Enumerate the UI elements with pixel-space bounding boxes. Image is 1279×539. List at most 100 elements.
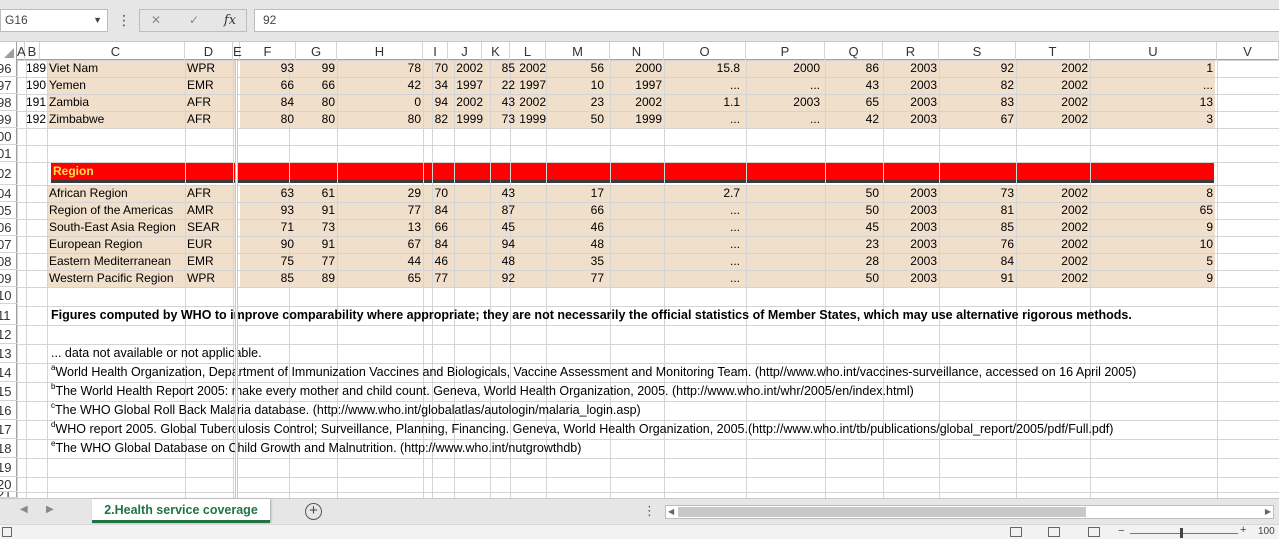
region-cell[interactable]: Region of the Americas: [49, 203, 174, 217]
column-header-h[interactable]: H: [337, 42, 423, 60]
region-cell[interactable]: 65: [407, 271, 421, 285]
country-cell[interactable]: 1999: [456, 112, 483, 126]
column-header-v[interactable]: V: [1217, 42, 1279, 60]
country-cell[interactable]: 1997: [635, 78, 662, 92]
region-cell[interactable]: 76: [1000, 237, 1014, 251]
region-cell[interactable]: 48: [501, 254, 515, 268]
region-cell[interactable]: ...: [729, 203, 740, 217]
region-cell[interactable]: 2002: [1061, 271, 1088, 285]
column-header-m[interactable]: M: [546, 42, 610, 60]
country-cell[interactable]: EMR: [187, 78, 214, 92]
country-cell[interactable]: 80: [407, 112, 421, 126]
row-header-21[interactable]: 21: [0, 492, 17, 498]
country-cell[interactable]: 66: [321, 78, 335, 92]
region-cell[interactable]: 9: [1206, 220, 1213, 234]
country-cell[interactable]: 0: [414, 95, 421, 109]
region-cell[interactable]: 43: [501, 186, 515, 200]
region-cell[interactable]: 17: [590, 186, 604, 200]
region-cell[interactable]: 90: [280, 237, 294, 251]
region-cell[interactable]: 85: [280, 271, 294, 285]
country-cell[interactable]: 13: [1199, 95, 1213, 109]
row-header-07[interactable]: 07: [0, 236, 17, 253]
tab-next-icon[interactable]: ▶: [46, 504, 54, 515]
region-cell[interactable]: 91: [321, 237, 335, 251]
region-cell[interactable]: 29: [407, 186, 421, 200]
country-cell[interactable]: 1997: [456, 78, 483, 92]
region-cell[interactable]: 10: [1199, 237, 1213, 251]
region-cell[interactable]: 45: [501, 220, 515, 234]
country-cell[interactable]: 84: [280, 95, 294, 109]
note-comparability[interactable]: Figures computed by WHO to improve compa…: [51, 306, 1132, 325]
scroll-right-icon[interactable]: ▶: [1264, 507, 1271, 516]
country-cell[interactable]: 94: [434, 95, 448, 109]
region-cell[interactable]: 48: [590, 237, 604, 251]
country-cell[interactable]: 1.1: [723, 95, 740, 109]
country-cell[interactable]: 2003: [793, 95, 820, 109]
country-cell[interactable]: 99: [321, 61, 335, 75]
country-cell[interactable]: 2002: [456, 61, 483, 75]
zoom-slider-knob[interactable]: [1180, 528, 1183, 538]
name-box[interactable]: G16 ▼: [0, 9, 108, 32]
more-options-icon[interactable]: ⋮: [117, 12, 131, 28]
insert-function-icon[interactable]: fx: [223, 13, 237, 28]
country-cell[interactable]: 2002: [635, 95, 662, 109]
row-header-98[interactable]: 98: [0, 94, 17, 111]
region-cell[interactable]: 77: [590, 271, 604, 285]
column-header-c[interactable]: C: [47, 42, 185, 60]
region-cell[interactable]: WPR: [187, 271, 215, 285]
row-header-06[interactable]: 06: [0, 219, 17, 236]
country-cell[interactable]: 1: [1206, 61, 1213, 75]
region-cell[interactable]: 70: [434, 186, 448, 200]
region-cell[interactable]: 75: [280, 254, 294, 268]
region-cell[interactable]: 13: [407, 220, 421, 234]
row-header-10[interactable]: 10: [0, 287, 17, 304]
region-cell[interactable]: 91: [321, 203, 335, 217]
cells-area[interactable]: Region 189 Viet Nam WPR 93 99 78 70 2002 85 2002 5…: [17, 60, 1279, 498]
country-cell[interactable]: AFR: [187, 112, 211, 126]
country-cell[interactable]: 2003: [910, 112, 937, 126]
column-header-o[interactable]: O: [664, 42, 746, 60]
column-header-u[interactable]: U: [1090, 42, 1217, 60]
row-header-97[interactable]: 97: [0, 77, 17, 94]
row-header-19[interactable]: 19: [0, 458, 17, 477]
horizontal-scrollbar[interactable]: ◀ ▶: [665, 505, 1274, 519]
region-cell[interactable]: 66: [434, 220, 448, 234]
region-cell[interactable]: European Region: [49, 237, 143, 251]
row-header-08[interactable]: 08: [0, 253, 17, 270]
region-cell[interactable]: 2003: [910, 220, 937, 234]
row-header-99[interactable]: 99: [0, 111, 17, 128]
region-cell[interactable]: 77: [434, 271, 448, 285]
region-cell[interactable]: 23: [865, 237, 879, 251]
scroll-left-icon[interactable]: ◀: [668, 507, 675, 516]
region-cell[interactable]: 73: [321, 220, 335, 234]
region-cell[interactable]: EUR: [187, 237, 213, 251]
region-cell[interactable]: 94: [501, 237, 515, 251]
region-cell[interactable]: 63: [280, 186, 294, 200]
region-cell[interactable]: 44: [407, 254, 421, 268]
region-cell[interactable]: 61: [321, 186, 335, 200]
column-header-r[interactable]: R: [883, 42, 939, 60]
region-cell[interactable]: 35: [590, 254, 604, 268]
note-reference[interactable]: eThe WHO Global Database on Child Growth…: [51, 439, 581, 458]
region-cell[interactable]: 2002: [1061, 220, 1088, 234]
row-header-11[interactable]: 11: [0, 306, 17, 325]
region-cell[interactable]: 2003: [910, 271, 937, 285]
country-cell[interactable]: Yemen: [49, 78, 86, 92]
region-cell[interactable]: 28: [865, 254, 879, 268]
country-cell[interactable]: 10: [590, 78, 604, 92]
country-cell[interactable]: Zimbabwe: [49, 112, 105, 126]
column-header-n[interactable]: N: [610, 42, 664, 60]
country-cell[interactable]: ...: [1202, 78, 1213, 92]
region-cell[interactable]: 2002: [1061, 254, 1088, 268]
country-cell[interactable]: 42: [865, 112, 879, 126]
region-cell[interactable]: 45: [865, 220, 879, 234]
row-header-14[interactable]: 14: [0, 363, 17, 382]
region-cell[interactable]: 2003: [910, 203, 937, 217]
row-header-18[interactable]: 18: [0, 439, 17, 458]
region-cell[interactable]: EMR: [187, 254, 214, 268]
page-layout-view-icon[interactable]: [1048, 527, 1060, 537]
country-cell[interactable]: 2003: [910, 78, 937, 92]
country-cell[interactable]: ...: [809, 112, 820, 126]
chevron-down-icon[interactable]: ▼: [93, 15, 102, 25]
